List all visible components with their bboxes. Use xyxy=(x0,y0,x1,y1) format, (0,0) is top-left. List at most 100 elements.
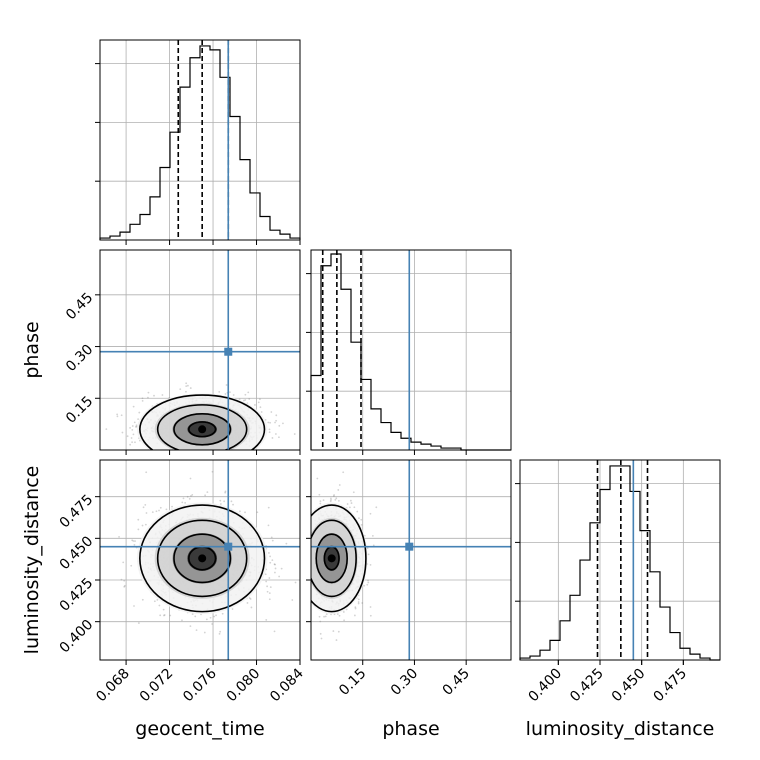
sample-point xyxy=(269,421,272,424)
sample-point xyxy=(134,540,136,542)
sample-point xyxy=(318,615,321,618)
contour xyxy=(188,421,217,438)
sample-point xyxy=(206,491,209,494)
sample-point xyxy=(269,586,272,589)
sample-point xyxy=(330,497,332,500)
hist-grid xyxy=(306,250,511,455)
sample-point xyxy=(332,630,335,632)
sample-point xyxy=(335,639,338,641)
contour xyxy=(311,504,367,613)
axes-frame xyxy=(310,249,512,451)
sample-point xyxy=(147,391,150,394)
sample-point xyxy=(319,632,322,635)
sample-point xyxy=(169,614,172,617)
sample-point xyxy=(375,506,378,509)
x-tick-label: 0.425 xyxy=(567,666,607,706)
sample-point xyxy=(271,559,274,562)
x-tick-label: 0.15 xyxy=(336,666,369,699)
sample-point xyxy=(195,629,198,632)
sample-point xyxy=(337,630,340,633)
sample-point xyxy=(324,615,327,618)
sample-point xyxy=(329,500,332,503)
contour xyxy=(173,413,232,446)
sample-point xyxy=(120,414,123,417)
sample-point xyxy=(158,509,160,512)
sample-point xyxy=(259,398,261,401)
sample-point xyxy=(336,613,339,615)
sample-point xyxy=(134,441,136,444)
sample-point xyxy=(342,471,345,474)
sample-point xyxy=(163,614,165,617)
sample-point xyxy=(356,510,359,513)
y-tick-label: 0.15 xyxy=(63,393,96,426)
sample-point xyxy=(338,484,341,486)
sample-point xyxy=(151,511,154,514)
sample-point xyxy=(189,387,192,389)
sample-point xyxy=(323,615,325,618)
sample-point xyxy=(116,415,119,418)
x-tick-label: 0.068 xyxy=(93,666,133,706)
sample-point xyxy=(126,435,129,438)
sample-point xyxy=(244,399,247,401)
sample-point xyxy=(260,411,263,413)
sample-point xyxy=(371,534,374,537)
sample-point xyxy=(342,611,345,613)
sample-point xyxy=(343,619,345,622)
sample-point xyxy=(269,555,271,558)
sample-point xyxy=(363,584,366,587)
sample-point xyxy=(123,579,126,582)
sample-point xyxy=(204,494,207,497)
sample-point xyxy=(155,510,158,513)
sample-point xyxy=(274,567,277,570)
sample-point xyxy=(270,411,273,413)
sample-point xyxy=(185,385,188,388)
sample-point xyxy=(191,613,194,616)
sample-point xyxy=(147,396,149,399)
sample-point xyxy=(246,602,249,604)
sample-point xyxy=(191,494,194,496)
y-tick-label: 0.30 xyxy=(63,342,96,375)
sample-point xyxy=(229,391,231,394)
y-tick-label: 0.450 xyxy=(57,533,97,573)
sample-point xyxy=(250,606,253,609)
sample-point xyxy=(268,428,271,431)
axes-frame xyxy=(99,459,301,661)
sample-point xyxy=(142,506,145,509)
sample-point xyxy=(118,535,120,538)
x-tick-label: 0.076 xyxy=(180,665,220,705)
sample-point xyxy=(349,499,352,502)
sample-point xyxy=(273,630,276,633)
x-tick-label: 0.072 xyxy=(137,666,177,706)
sample-point xyxy=(278,575,281,578)
contour xyxy=(315,533,348,584)
sample-point xyxy=(132,405,135,408)
sample-point xyxy=(267,506,270,509)
sample-point xyxy=(274,433,277,435)
sample-point xyxy=(249,598,252,600)
density-phase-luminosity_distance xyxy=(311,471,378,641)
sample-point xyxy=(138,411,141,414)
sample-point xyxy=(135,424,138,427)
sample-point xyxy=(209,616,212,619)
sample-point xyxy=(181,619,183,622)
peak xyxy=(198,425,207,434)
sample-point xyxy=(156,599,159,601)
sample-point xyxy=(352,491,355,494)
sample-point xyxy=(131,441,134,444)
sample-point xyxy=(218,390,221,393)
sample-point xyxy=(294,581,297,584)
sample-point xyxy=(144,523,147,526)
sample-point xyxy=(120,578,123,581)
sample-point xyxy=(131,425,134,427)
sample-point xyxy=(131,539,134,542)
sample-point xyxy=(145,471,148,474)
sample-point xyxy=(337,499,340,502)
contour xyxy=(139,394,266,450)
sample-point xyxy=(334,498,337,501)
sample-point xyxy=(274,421,276,424)
sample-point xyxy=(256,511,259,514)
sample-point xyxy=(225,384,228,386)
sample-point xyxy=(346,503,349,505)
sample-point xyxy=(221,612,224,615)
